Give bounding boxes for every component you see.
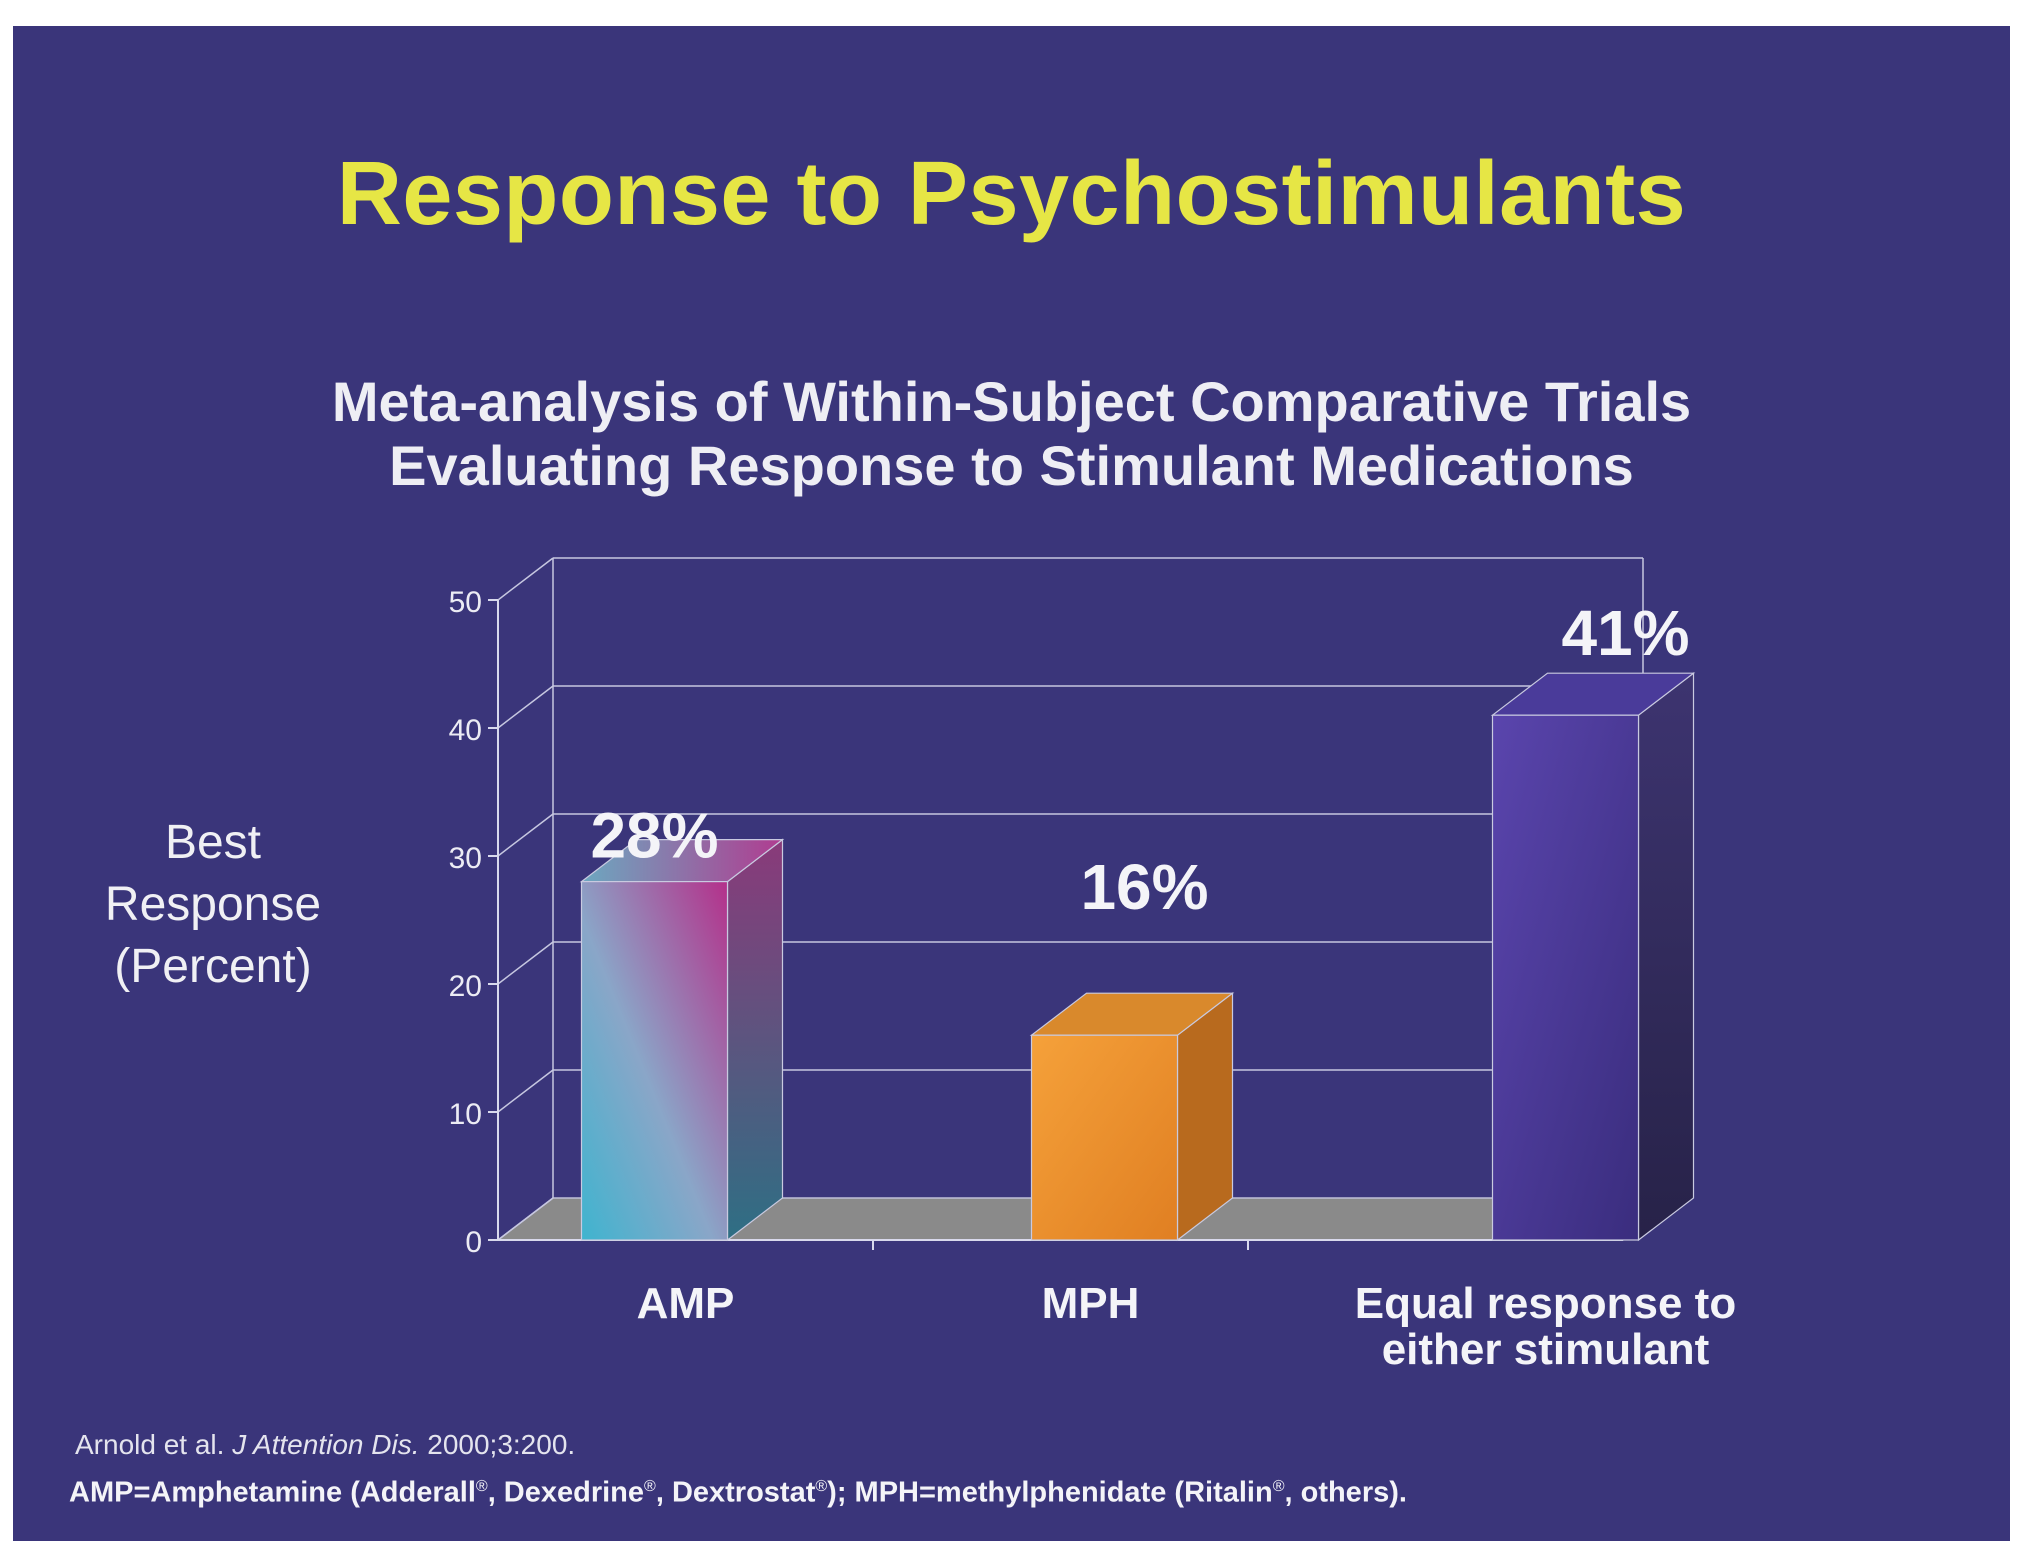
slide: Response to Psychostimulants Meta-analys… — [13, 26, 2010, 1541]
subtitle-line-2: Evaluating Response to Stimulant Medicat… — [389, 434, 1634, 497]
slide-subtitle: Meta-analysis of Within-Subject Comparat… — [13, 370, 2010, 498]
registered-mark: ® — [815, 1478, 828, 1495]
subtitle-line-1: Meta-analysis of Within-Subject Comparat… — [331, 370, 1692, 433]
bar-amp — [580, 880, 729, 1241]
y-tick-label: 50 — [449, 586, 482, 619]
footnote-part: , Dextrostat — [655, 1476, 816, 1509]
citation: Arnold et al. J Attention Dis. 2000;3:20… — [75, 1428, 575, 1462]
y-axis-label-line: (Percent) — [114, 940, 312, 993]
footnote-part: , others). — [1284, 1476, 1407, 1509]
registered-mark: ® — [644, 1478, 656, 1495]
chart-plot-area: 0 10 20 30 40 50 28% AMP 16% MPH 41% Equal response… — [449, 557, 1736, 1374]
bar-amp-side — [726, 838, 784, 1242]
citation-journal: J Attention Dis. — [232, 1429, 420, 1460]
category-label-mph: MPH — [1042, 1279, 1140, 1328]
y-tick-label: 20 — [449, 970, 482, 1003]
y-tick-label: 30 — [449, 842, 482, 875]
gridline-depth — [497, 557, 554, 601]
y-tick-label: 10 — [449, 1098, 482, 1131]
gridline-depth — [497, 1197, 554, 1241]
footnote: AMP=Amphetamine (Adderall®, Dexedrine®, … — [69, 1470, 1407, 1510]
footnote-part: AMP=Amphetamine (Adderall — [69, 1476, 476, 1509]
y-axis-label: Best Response (Percent) — [53, 812, 373, 998]
gridline-depth — [497, 1069, 554, 1113]
y-tick-label: 40 — [449, 714, 482, 747]
y-axis-label-line: Response — [104, 878, 322, 931]
bar-equal-response-side — [1637, 671, 1695, 1242]
bar-equal-response — [1491, 714, 1640, 1241]
slide-title: Response to Psychostimulants — [336, 144, 1687, 244]
data-label-equal-response: 41% — [1561, 597, 1689, 669]
gridline-depth — [497, 813, 554, 857]
registered-mark: ® — [475, 1478, 488, 1495]
gridline-depth — [497, 941, 554, 985]
bar-mph — [1030, 1034, 1179, 1241]
data-label-amp: 28% — [590, 800, 718, 872]
footnote-part: ); MPH=methylphenidate (Ritalin — [827, 1476, 1273, 1509]
category-label-equal-response: either stimulant — [1382, 1325, 1710, 1374]
category-label-equal-response: Equal response to — [1355, 1279, 1736, 1328]
category-label-amp: AMP — [637, 1279, 735, 1328]
bar-mph-side — [1176, 991, 1234, 1242]
registered-mark: ® — [1272, 1478, 1285, 1495]
data-label-mph: 16% — [1080, 851, 1208, 923]
y-tick-label: 0 — [465, 1226, 482, 1259]
bar-chart: 0 10 20 30 40 50 28% AMP 16% MPH 41% Equal response… — [449, 557, 1736, 1374]
footnote-part: , Dexedrine — [487, 1476, 645, 1509]
citation-authors: Arnold et al. — [75, 1429, 225, 1460]
gridline-depth — [497, 685, 554, 729]
y-axis-label-line: Best — [164, 816, 262, 869]
citation-ref: 2000;3:200. — [427, 1429, 576, 1460]
